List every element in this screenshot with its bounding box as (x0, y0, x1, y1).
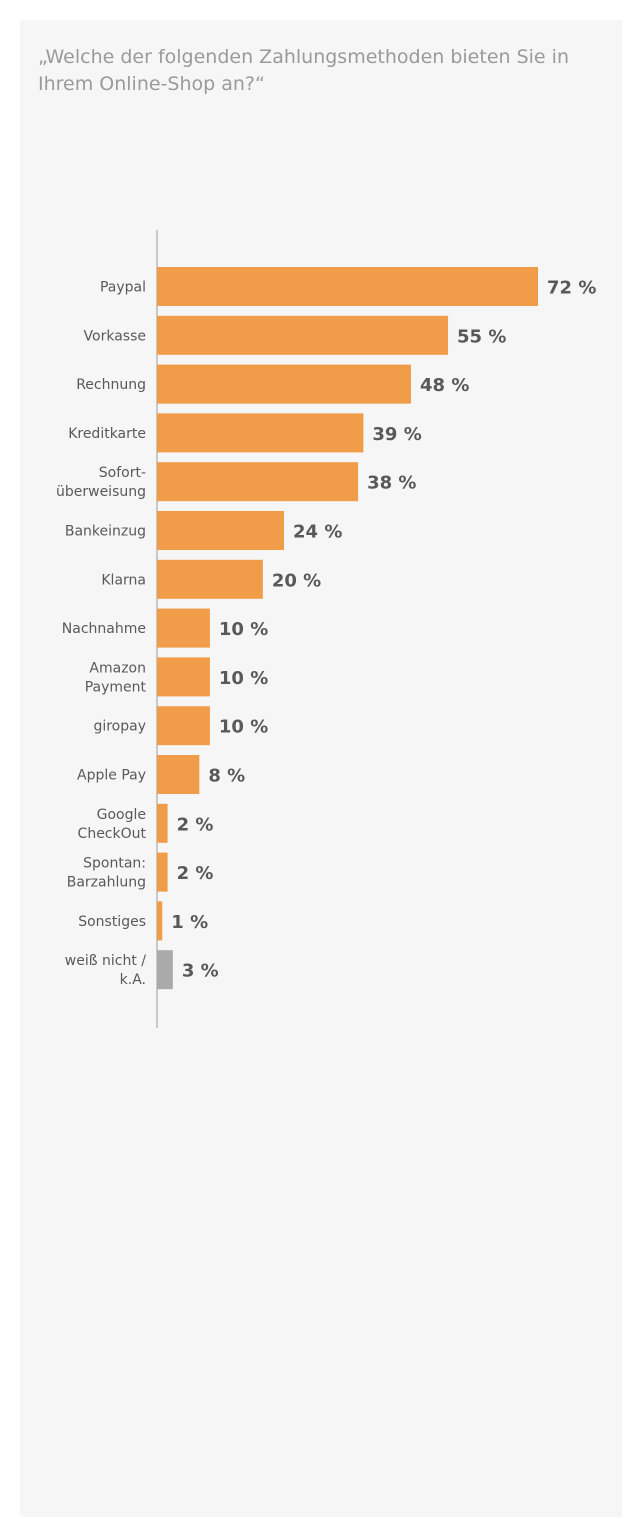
category-label-8: Amazon Payment (85, 660, 147, 695)
value-label-7: 10 % (219, 619, 268, 640)
bar-14 (157, 950, 173, 990)
bar-13 (157, 901, 163, 941)
bar-3 (157, 413, 364, 453)
category-label-5: Bankeinzug (65, 524, 146, 540)
value-label-2: 48 % (420, 375, 469, 396)
chart-card: „Welche der folgenden Zahlungsmethoden b… (20, 20, 622, 1517)
category-label-9: giropay (93, 719, 146, 735)
value-label-12: 2 % (177, 863, 214, 884)
bars-group: Paypal 72 % Vorkasse 55 % Rechnung 48 % Kredit… (56, 267, 596, 990)
category-label-0: Paypal (100, 280, 146, 296)
value-label-4: 38 % (367, 473, 416, 494)
value-label-13: 1 % (171, 912, 208, 933)
category-label-13: Sonstiges (78, 914, 146, 930)
bar-1 (157, 315, 449, 355)
bar-2 (157, 364, 411, 404)
bar-12 (157, 852, 168, 892)
category-label-4: Sofort-überweisung (56, 465, 146, 500)
value-label-14: 3 % (182, 961, 219, 982)
category-label-1: Vorkasse (84, 328, 146, 344)
category-label-11: Google CheckOut (78, 807, 147, 842)
category-label-12: Spontan: Barzahlung (67, 856, 146, 891)
bar-7 (157, 608, 210, 648)
category-label-6: Klarna (101, 572, 146, 588)
value-label-8: 10 % (219, 668, 268, 689)
bar-10 (157, 755, 200, 794)
bar-6 (157, 559, 263, 599)
category-label-7: Nachnahme (62, 621, 146, 637)
value-label-0: 72 % (547, 278, 596, 299)
category-label-14: weiß nicht / k.A. (65, 953, 146, 988)
category-label-10: Apple Pay (77, 768, 146, 784)
value-label-10: 8 % (208, 766, 245, 787)
bar-8 (157, 657, 210, 697)
value-label-3: 39 % (372, 424, 421, 445)
chart-title: „Welche der folgenden Zahlungsmethoden b… (38, 46, 569, 95)
value-label-1: 55 % (457, 326, 506, 347)
bar-4 (157, 462, 359, 502)
category-label-2: Rechnung (76, 377, 146, 393)
bar-chart: Paypal 72 % Vorkasse 55 % Rechnung 48 % Kredit… (56, 230, 596, 1028)
bar-11 (157, 803, 168, 843)
bar-9 (157, 706, 210, 746)
value-label-9: 10 % (219, 717, 268, 738)
category-label-3: Kreditkarte (68, 426, 146, 442)
value-label-5: 24 % (293, 522, 342, 543)
value-label-11: 2 % (177, 814, 214, 835)
bar-5 (157, 511, 284, 550)
value-label-6: 20 % (272, 570, 321, 591)
bar-0 (157, 267, 538, 306)
